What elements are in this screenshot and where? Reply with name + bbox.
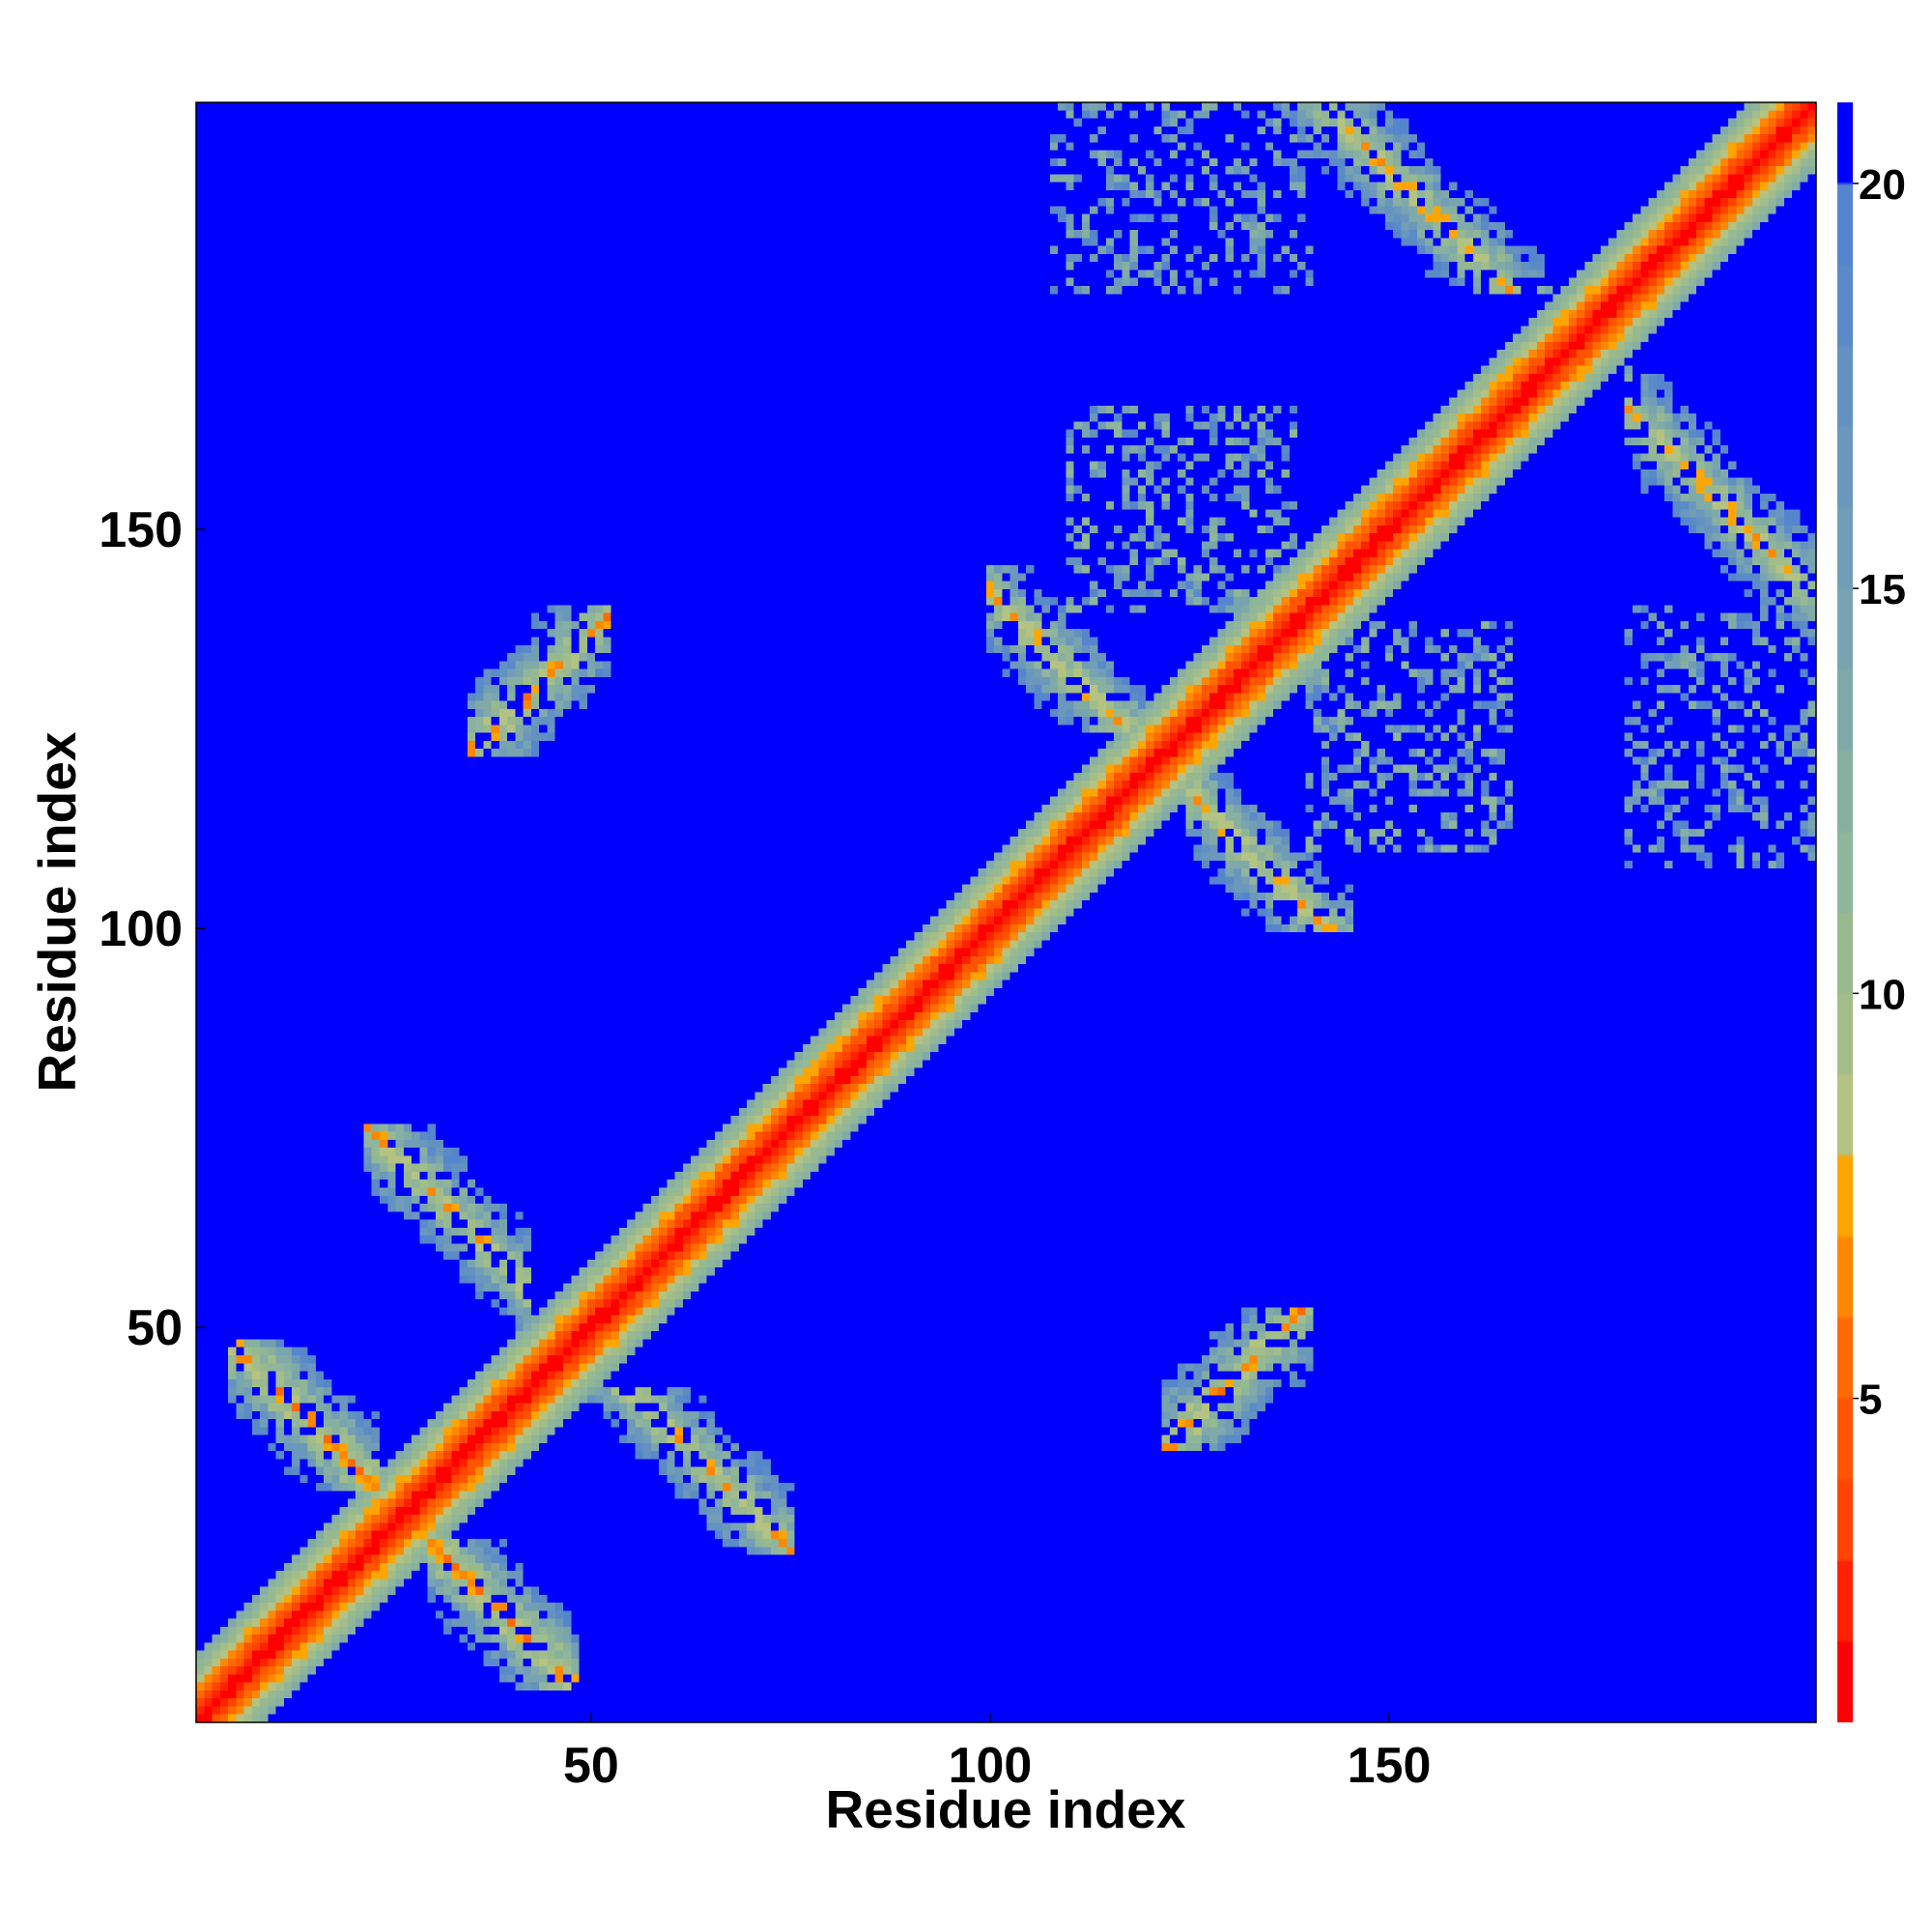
distance-heatmap (196, 102, 1816, 1722)
x-tick-label: 50 (563, 1738, 619, 1794)
colorbar-ticks: 5 10 15 20 (1853, 161, 1906, 1424)
colorbar-tick-label: 20 (1859, 161, 1906, 209)
x-axis-ticks: 50 100 150 (563, 1713, 1431, 1794)
x-axis-title: Residue index (826, 1779, 1186, 1839)
colorbar (1837, 102, 1853, 1722)
colorbar-tick-label: 10 (1859, 971, 1906, 1018)
y-axis-title: Residue index (27, 731, 87, 1092)
x-tick-label: 100 (949, 1738, 1033, 1794)
y-axis-ticks: 50 100 150 (99, 502, 206, 1356)
colorbar-tick-label: 5 (1859, 1377, 1882, 1424)
plot-frame (195, 101, 1817, 1723)
y-tick-label: 50 (127, 1300, 183, 1356)
x-tick-label: 150 (1348, 1738, 1432, 1794)
colorbar-tick-label: 15 (1859, 566, 1906, 613)
y-tick-label: 100 (99, 901, 183, 957)
y-tick-label: 150 (99, 502, 183, 558)
